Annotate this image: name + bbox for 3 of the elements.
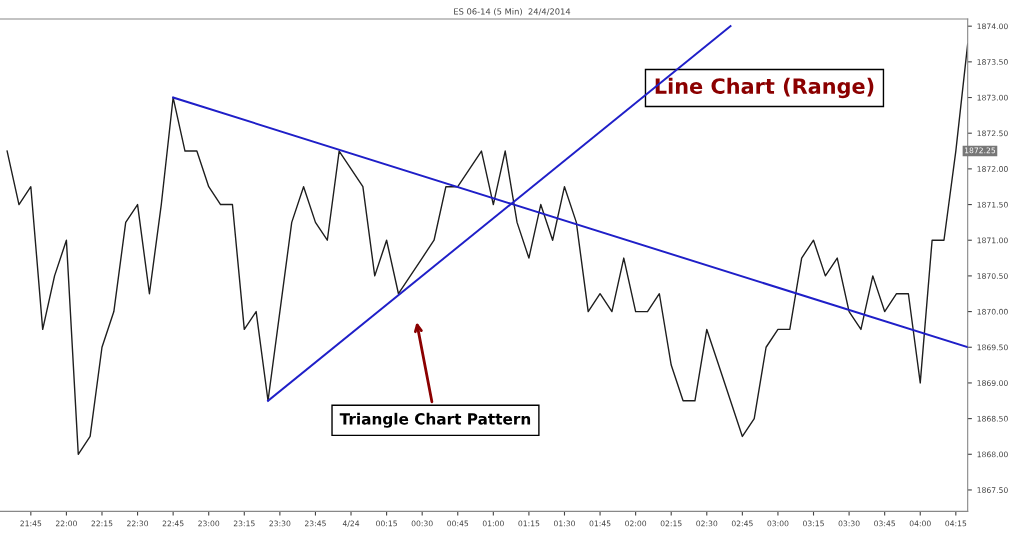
annotation: Triangle Chart Pattern — [339, 412, 531, 428]
chart-title: ES 06-14 (5 Min) 24/4/2014 — [454, 8, 571, 16]
annotation: Line Chart (Range) — [655, 77, 874, 99]
